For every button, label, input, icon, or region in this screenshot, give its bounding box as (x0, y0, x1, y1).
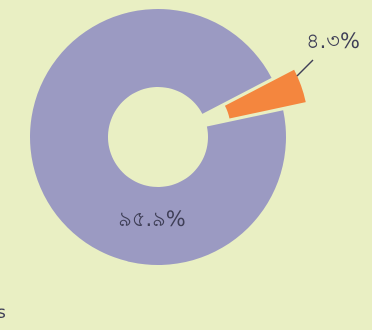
small-slice-label: ৪.৩% (306, 29, 360, 53)
small-slice (224, 69, 306, 119)
small-slice-leader-line (296, 59, 314, 77)
large-slice-label: ৯৫.৯% (118, 207, 186, 231)
large-slice (29, 8, 287, 265)
clipped-edge-text: s (0, 303, 6, 323)
donut-slices (29, 8, 306, 265)
